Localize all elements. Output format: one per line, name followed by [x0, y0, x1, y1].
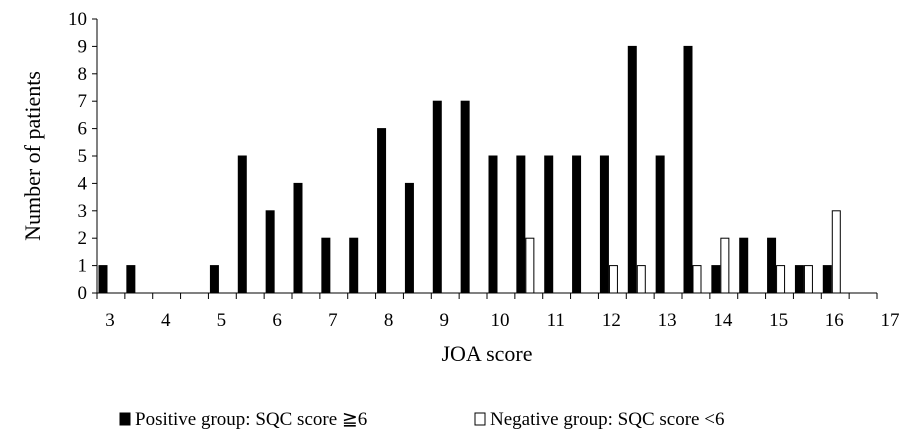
x-tick-label: 6: [272, 310, 282, 331]
x-tick-label: 3: [105, 310, 115, 331]
positive-bar-8: [377, 128, 387, 294]
positive-bar-6.5: [293, 182, 303, 294]
y-tick-label: 9: [78, 36, 88, 57]
plot-area: [98, 45, 841, 294]
positive-bar-15: [767, 237, 777, 294]
y-tick-label: 8: [78, 64, 88, 85]
positive-bar-16: [822, 265, 832, 294]
positive-bar-12: [599, 155, 609, 294]
negative-bar-13.5: [692, 265, 702, 294]
x-tick-label: 14: [713, 310, 733, 331]
x-tick-label: 13: [658, 310, 677, 331]
x-tick-label: 12: [602, 310, 621, 331]
positive-bar-11.5: [572, 155, 582, 294]
positive-bar-5.5: [237, 155, 247, 294]
x-tick-label: 10: [491, 310, 510, 331]
positive-bar-6: [265, 210, 275, 294]
positive-bar-12.5: [627, 45, 637, 294]
negative-bar-12.5: [636, 265, 646, 294]
legend-swatch-negative: [474, 412, 486, 426]
positive-bar-9.5: [460, 100, 470, 294]
y-tick-label: 6: [78, 119, 88, 140]
positive-bar-10.5: [516, 155, 526, 294]
y-axis-title: Number of patients: [20, 71, 45, 241]
x-axis-title: JOA score: [441, 341, 532, 366]
positive-bar-11: [544, 155, 554, 294]
positive-bar-13: [655, 155, 665, 294]
x-tick-label: 5: [217, 310, 227, 331]
x-tick-label: 16: [825, 310, 844, 331]
positive-bar-5: [209, 265, 219, 294]
x-tick-label: 15: [769, 310, 788, 331]
positive-bar-3.5: [126, 265, 136, 294]
x-tick-label: 11: [547, 310, 565, 331]
positive-bar-7: [321, 237, 331, 294]
positive-bar-3: [98, 265, 108, 294]
y-tick-label: 5: [78, 146, 88, 167]
y-tick-label: 10: [68, 9, 87, 30]
legend-label-positive: Positive group: SQC score ≧6: [135, 409, 367, 430]
positive-bar-10: [488, 155, 498, 294]
x-tick-label: 4: [161, 310, 171, 331]
positive-bar-7.5: [349, 237, 359, 294]
legend-swatch-positive: [119, 412, 131, 426]
legend: Positive group: SQC score ≧6 Negative gro…: [119, 409, 724, 430]
legend-label-negative: Negative group: SQC score <6: [490, 409, 724, 430]
positive-bar-9: [432, 100, 442, 294]
y-tick-label: 7: [78, 91, 88, 112]
positive-bar-14: [711, 265, 721, 294]
negative-bar-12: [608, 265, 618, 294]
y-tick-label: 0: [78, 283, 88, 304]
positive-bar-14.5: [739, 237, 749, 294]
negative-bar-15.5: [803, 265, 813, 294]
positive-bar-13.5: [683, 45, 693, 294]
x-tick-label: 7: [328, 310, 338, 331]
x-tick-label: 9: [440, 310, 450, 331]
positive-bar-8.5: [404, 182, 414, 294]
y-tick-label: 1: [78, 256, 88, 277]
positive-bar-15.5: [794, 265, 804, 294]
x-tick-label: 8: [384, 310, 394, 331]
negative-bar-14: [720, 237, 730, 294]
negative-bar-10.5: [525, 237, 535, 294]
x-tick-label: 17: [881, 310, 900, 331]
negative-bar-15: [776, 265, 786, 294]
negative-bar-16: [831, 210, 841, 294]
y-tick-label: 3: [78, 201, 88, 222]
y-tick-label: 2: [78, 228, 88, 249]
y-tick-label: 4: [78, 173, 88, 194]
